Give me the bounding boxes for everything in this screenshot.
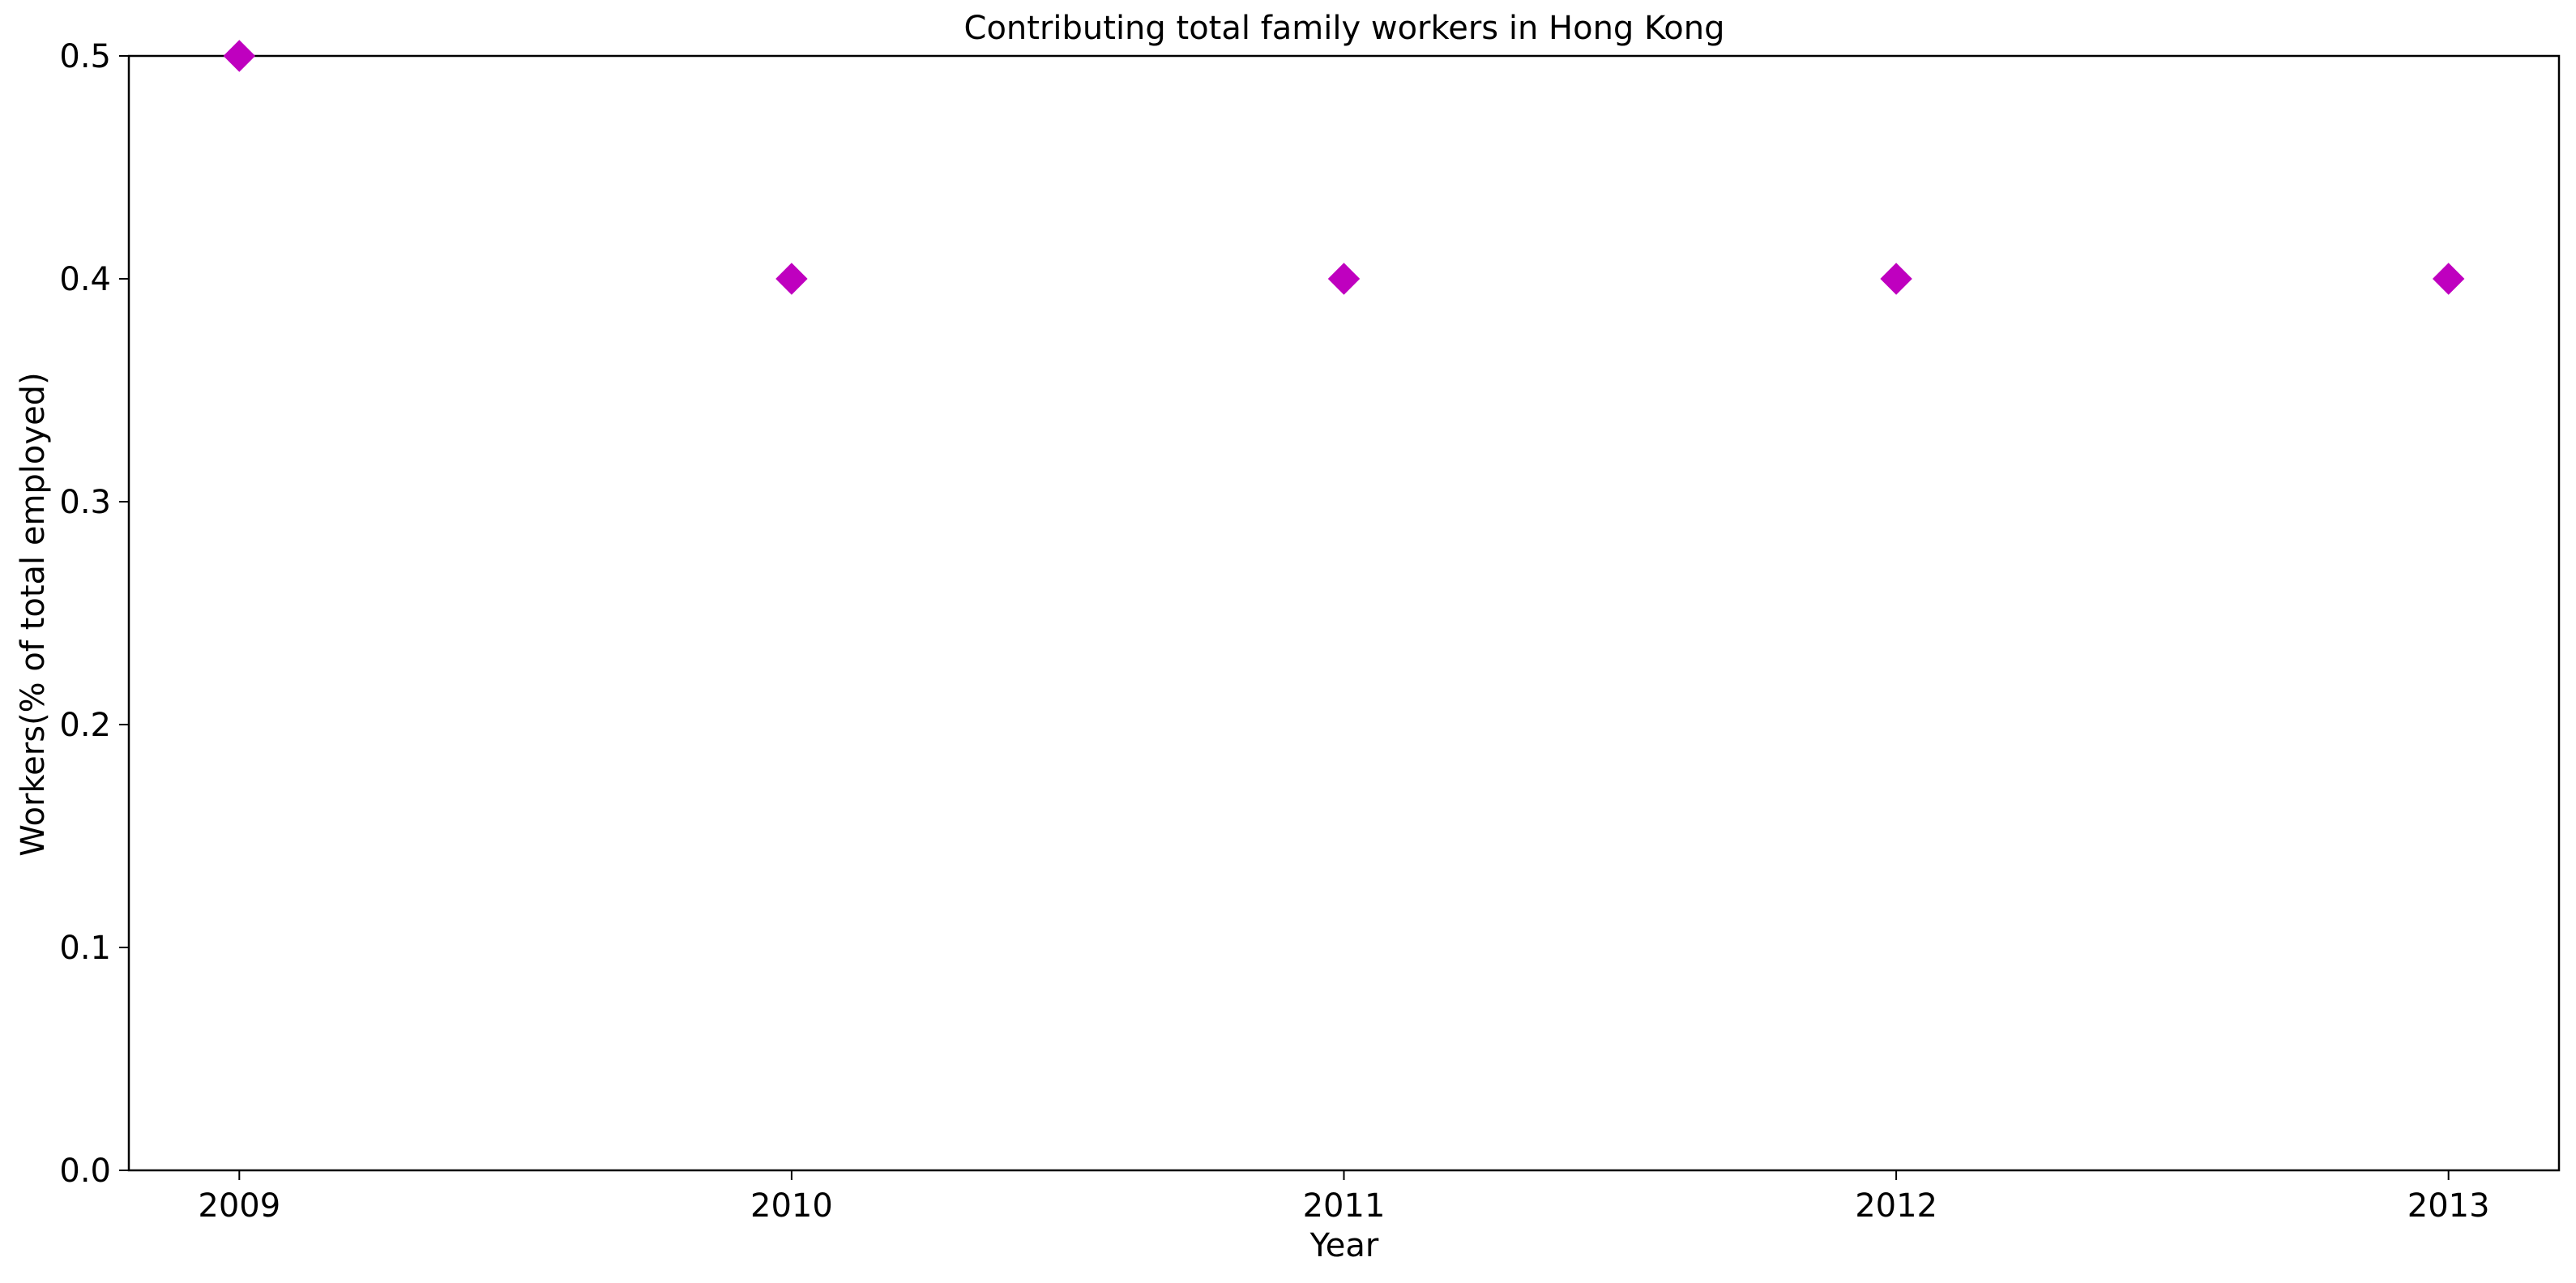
data-markers (223, 40, 2465, 295)
data-point-diamond (223, 40, 256, 72)
y-axis-label: Workers(% of total employed) (15, 372, 52, 856)
y-axis: 0.0 0.1 0.2 0.3 0.4 0.5 (59, 38, 129, 1190)
x-axis: 2009 2010 2011 2012 2013 (198, 1170, 2490, 1225)
x-tick-label: 2009 (198, 1187, 280, 1225)
data-point-diamond (1880, 263, 1912, 295)
y-tick-label: 0.3 (59, 484, 111, 521)
data-point-diamond (2432, 263, 2465, 295)
plot-area (127, 54, 2561, 1172)
data-point-diamond (775, 263, 808, 295)
y-tick-label: 0.1 (59, 930, 111, 967)
x-tick-label: 2012 (1855, 1187, 1937, 1225)
x-axis-label: Year (1309, 1227, 1379, 1264)
x-tick-label: 2013 (2407, 1187, 2490, 1225)
y-tick-label: 0.5 (59, 38, 111, 75)
y-tick-label: 0.4 (59, 261, 111, 298)
chart-title: Contributing total family workers in Hon… (964, 10, 1725, 47)
x-tick-label: 2010 (750, 1187, 833, 1225)
y-tick-label: 0.2 (59, 707, 111, 744)
data-point-diamond (1327, 263, 1361, 295)
y-tick-label: 0.0 (59, 1153, 111, 1190)
x-tick-label: 2011 (1303, 1187, 1386, 1225)
plot-frame (127, 54, 2561, 1172)
